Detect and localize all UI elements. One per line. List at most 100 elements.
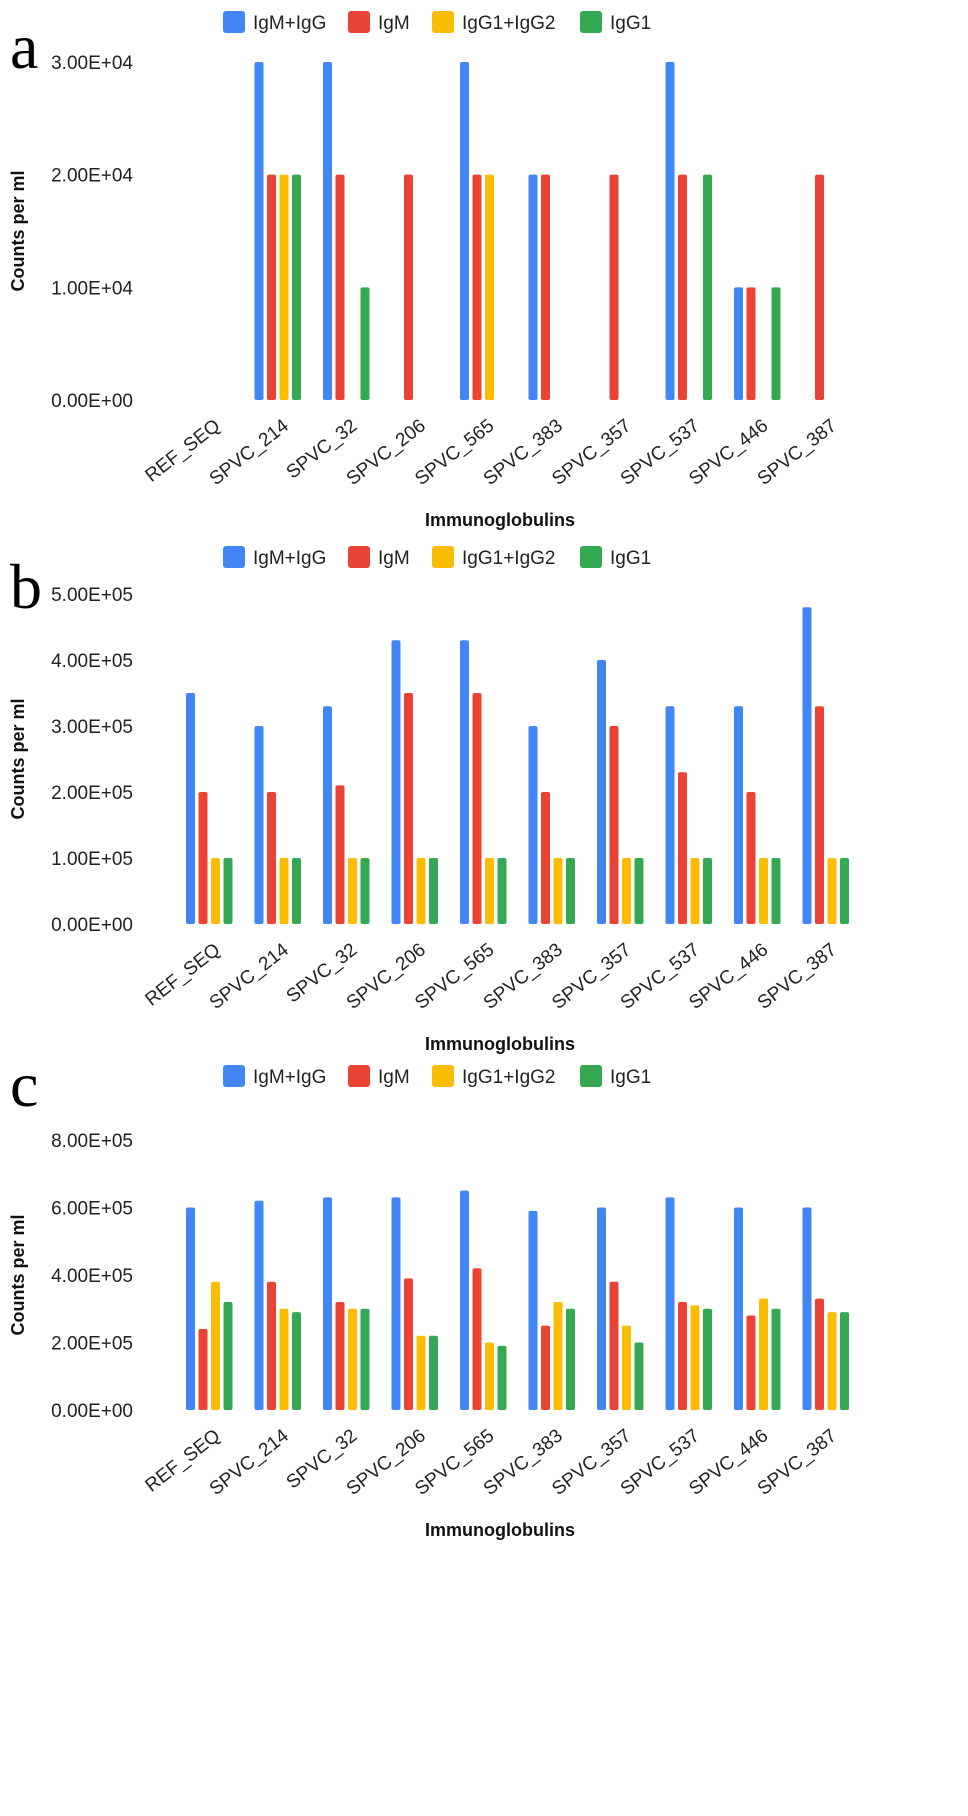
bar-igm-igg-spvc-206: [391, 640, 401, 924]
bar-igg1-igg2-ref-seq: [211, 1281, 220, 1410]
panel-letter-a: a: [10, 11, 38, 82]
legend-label-igg1-igg2: IgG1+IgG2: [462, 13, 555, 34]
bar-igm-igg-spvc-565: [460, 62, 469, 400]
legend-label-igm-igg: IgM+IgG: [253, 548, 326, 569]
bar-igm-igg-spvc-446: [734, 1207, 743, 1410]
bar-igm-igg-spvc-32: [323, 706, 332, 924]
y-tick-label: 4.00E+05: [51, 1266, 133, 1287]
bar-igm-spvc-357: [609, 174, 619, 400]
bar-igg1-spvc-537: [703, 1308, 712, 1410]
y-axis-title: Counts per ml: [8, 170, 28, 291]
bar-igg1-spvc-446: [771, 287, 781, 400]
legend-label-igm: IgM: [378, 548, 410, 569]
bar-igg1-spvc-446: [771, 1308, 781, 1410]
panel-letter-b: b: [10, 551, 42, 622]
bar-igg1-spvc-357: [634, 1342, 644, 1410]
bar-igg1-igg2-spvc-357: [622, 1325, 631, 1410]
legend-label-igg1: IgG1: [610, 548, 651, 569]
bar-igg1-igg2-spvc-446: [759, 1298, 768, 1410]
bar-igg1-spvc-446: [771, 858, 781, 924]
legend-swatch-igg1-igg2: [432, 11, 454, 33]
legend-swatch-igg1: [580, 1065, 602, 1087]
bar-igm-spvc-565: [472, 174, 482, 400]
bar-igm-igg-ref-seq: [186, 693, 195, 924]
bar-igm-spvc-446: [746, 792, 756, 924]
bar-igg1-igg2-spvc-565: [485, 1342, 494, 1410]
legend-swatch-igg1-igg2: [432, 1065, 454, 1087]
legend-swatch-igm-igg: [223, 11, 245, 33]
bar-igg1-spvc-537: [703, 174, 712, 400]
bar-igm-spvc-537: [678, 772, 687, 924]
bar-igm-spvc-32: [335, 1302, 345, 1410]
y-tick-label: 5.00E+05: [51, 585, 133, 606]
bar-igg1-spvc-387: [840, 858, 849, 924]
bar-igg1-spvc-32: [360, 1308, 370, 1410]
bar-igg1-spvc-565: [497, 858, 507, 924]
y-tick-label: 1.00E+05: [51, 849, 133, 870]
bar-igm-spvc-206: [404, 174, 413, 400]
bar-igg1-igg2-spvc-537: [690, 1305, 700, 1410]
bar-igg1-spvc-32: [360, 858, 370, 924]
bar-igg1-igg2-spvc-206: [416, 1335, 426, 1410]
bar-igm-spvc-214: [267, 174, 276, 400]
bar-igm-igg-spvc-383: [528, 174, 538, 400]
bar-igg1-igg2-spvc-387: [827, 1312, 837, 1410]
bar-igg1-igg2-ref-seq: [211, 858, 220, 924]
bar-igm-igg-spvc-214: [254, 1200, 264, 1410]
bar-igm-igg-spvc-387: [802, 1207, 812, 1410]
bar-igm-igg-spvc-387: [802, 607, 812, 924]
legend-label-igg1-igg2: IgG1+IgG2: [462, 1067, 555, 1088]
bar-igm-spvc-565: [472, 693, 482, 924]
legend-swatch-igm-igg: [223, 1065, 245, 1087]
bar-igm-igg-spvc-537: [665, 62, 675, 400]
bar-igg1-ref-seq: [223, 858, 233, 924]
bar-igm-spvc-537: [678, 1302, 687, 1410]
bar-igg1-igg2-spvc-214: [279, 858, 289, 924]
legend-label-igg1-igg2: IgG1+IgG2: [462, 548, 555, 569]
bar-igg1-spvc-214: [292, 858, 301, 924]
y-tick-label: 6.00E+05: [51, 1199, 133, 1220]
bar-igg1-spvc-206: [429, 858, 438, 924]
bar-igm-spvc-446: [746, 287, 756, 400]
bar-igg1-ref-seq: [223, 1302, 233, 1410]
x-axis-title: Immunoglobulins: [425, 510, 575, 530]
bar-igm-igg-spvc-32: [323, 62, 332, 400]
bar-igm-igg-spvc-565: [460, 1190, 469, 1410]
bar-igg1-igg2-spvc-565: [485, 858, 494, 924]
bar-igm-spvc-387: [815, 174, 824, 400]
y-tick-label: 0.00E+00: [51, 1401, 133, 1422]
y-tick-label: 4.00E+05: [51, 651, 133, 672]
y-tick-label: 3.00E+04: [51, 53, 133, 74]
y-tick-label: 2.00E+05: [51, 783, 133, 804]
bar-igm-spvc-383: [541, 792, 550, 924]
bar-igg1-spvc-206: [429, 1335, 438, 1410]
bar-igg1-spvc-383: [566, 1308, 575, 1410]
bar-igm-spvc-383: [541, 1325, 550, 1410]
legend-swatch-igm-igg: [223, 546, 245, 568]
bar-igm-igg-spvc-357: [597, 1207, 606, 1410]
x-axis-title: Immunoglobulins: [425, 1034, 575, 1054]
panel-letter-c: c: [10, 1049, 38, 1120]
bar-igm-igg-ref-seq: [186, 1207, 195, 1410]
bar-igm-ref-seq: [198, 1329, 208, 1410]
bar-igg1-spvc-357: [634, 858, 644, 924]
bar-igm-spvc-32: [335, 174, 345, 400]
bar-igm-spvc-357: [609, 726, 619, 924]
legend-swatch-igm: [348, 11, 370, 33]
bar-igm-igg-spvc-383: [528, 1210, 538, 1410]
y-tick-label: 0.00E+00: [51, 391, 133, 412]
bar-igg1-spvc-214: [292, 174, 301, 400]
bar-igg1-igg2-spvc-383: [553, 1302, 563, 1410]
x-axis-title: Immunoglobulins: [425, 1520, 575, 1540]
legend-label-igg1: IgG1: [610, 13, 651, 34]
bar-igm-igg-spvc-537: [665, 1197, 675, 1410]
bar-igm-spvc-206: [404, 693, 413, 924]
bar-igm-igg-spvc-32: [323, 1197, 332, 1410]
y-tick-label: 3.00E+05: [51, 717, 133, 738]
bar-igg1-igg2-spvc-32: [348, 1308, 357, 1410]
y-tick-label: 0.00E+00: [51, 915, 133, 936]
bar-igg1-igg2-spvc-214: [279, 174, 289, 400]
legend-label-igm-igg: IgM+IgG: [253, 1067, 326, 1088]
legend-label-igm: IgM: [378, 13, 410, 34]
